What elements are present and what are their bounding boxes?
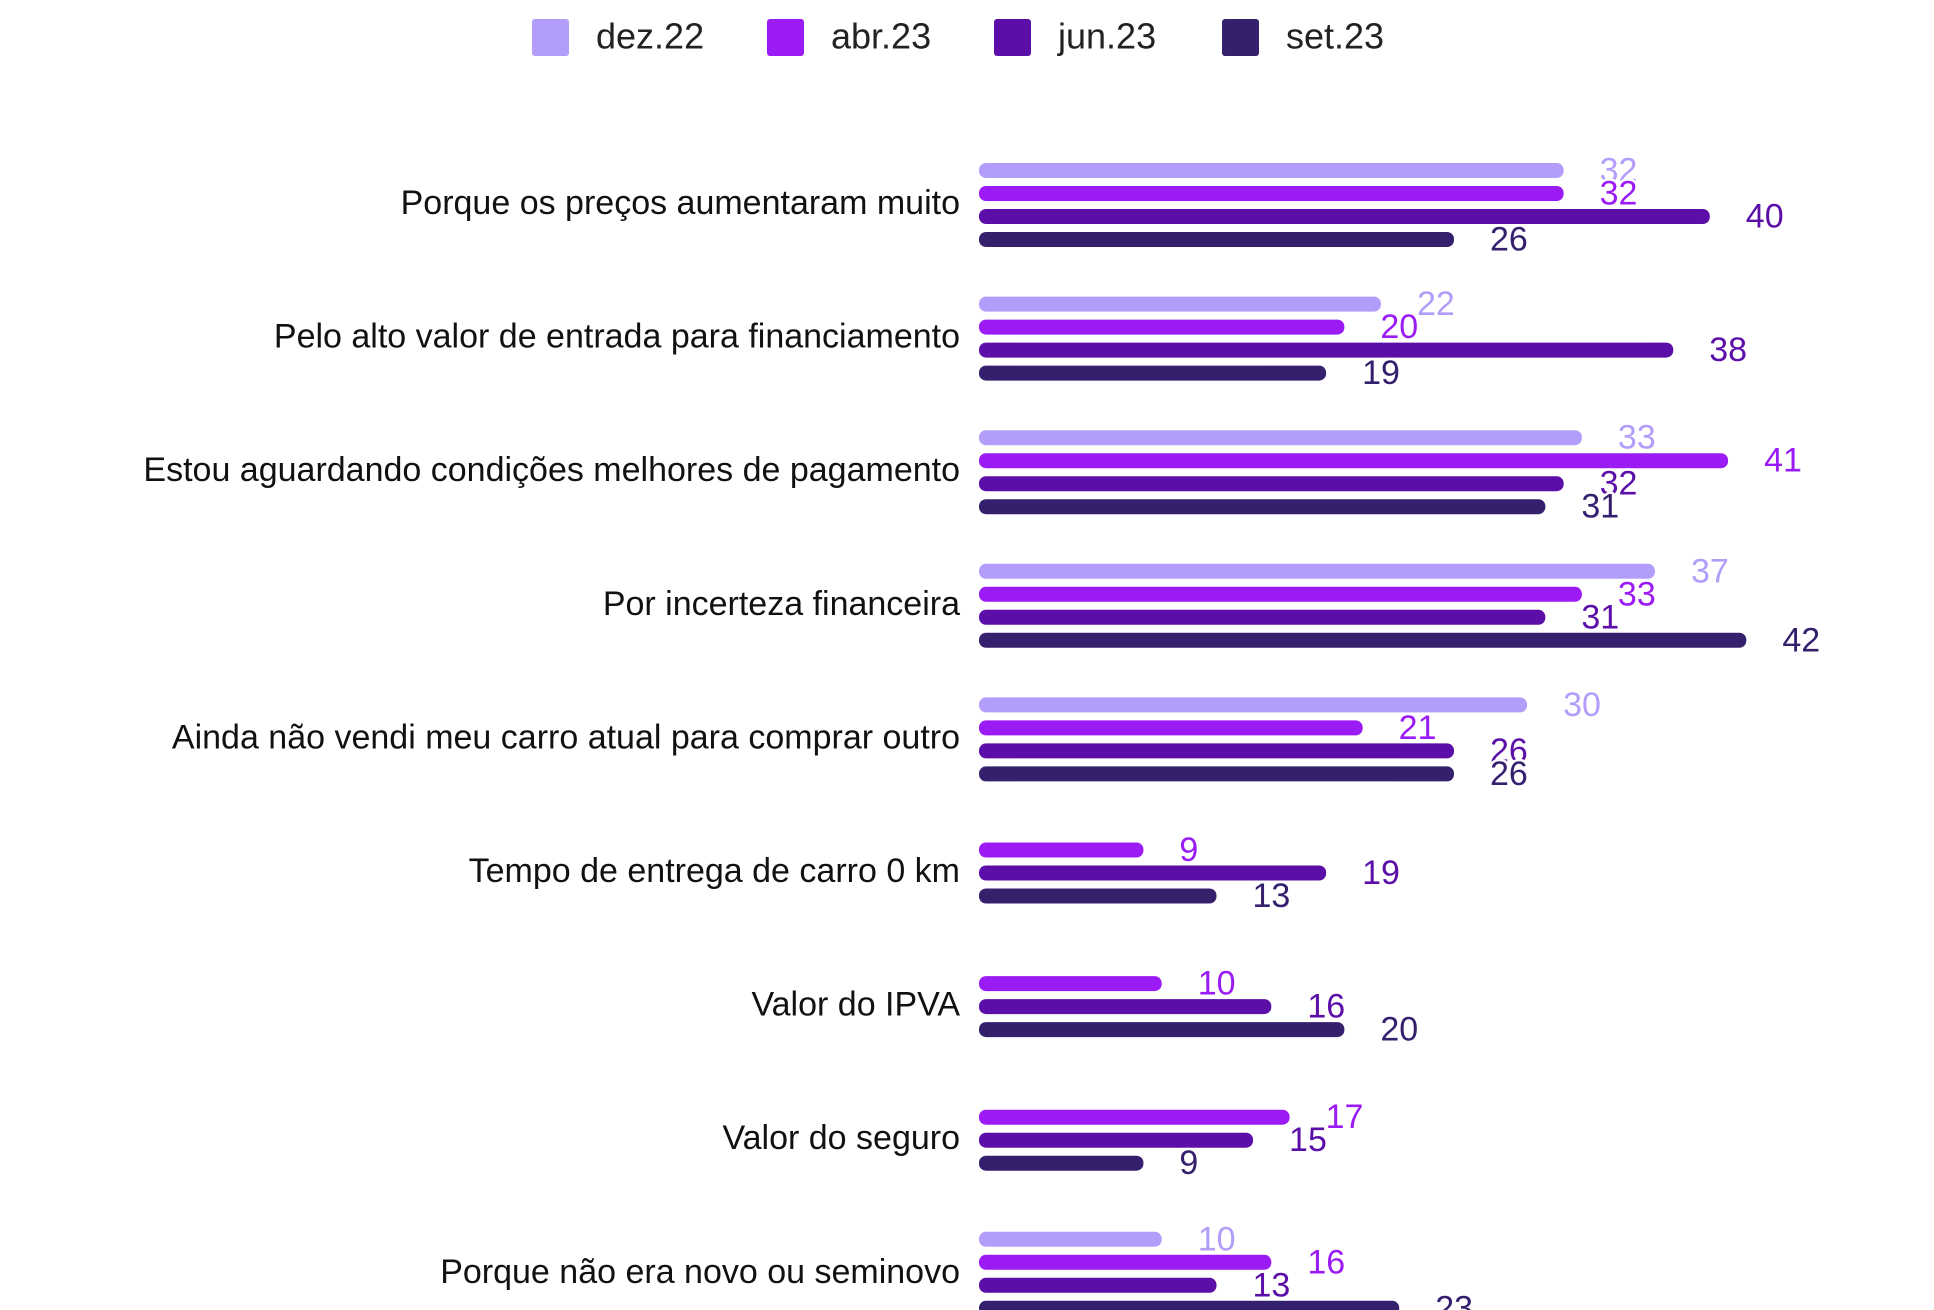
bar xyxy=(979,1277,1217,1293)
value-label: 9 xyxy=(1179,831,1198,869)
bar xyxy=(979,186,1564,201)
bar xyxy=(979,163,1564,178)
value-label: 10 xyxy=(1198,965,1236,1003)
bar xyxy=(979,365,1327,381)
bar xyxy=(979,499,1546,515)
value-label: 32 xyxy=(1600,151,1638,189)
legend-swatch xyxy=(994,19,1031,56)
legend-swatch xyxy=(767,19,804,56)
value-label: 41 xyxy=(1764,442,1802,480)
category-label: Pelo alto valor de entrada para financia… xyxy=(274,318,960,356)
category-label: Porque os preços aumentaram muito xyxy=(401,184,960,222)
value-label: 17 xyxy=(1326,1098,1364,1136)
bar xyxy=(979,632,1747,648)
bar xyxy=(979,586,1582,602)
value-label: 32 xyxy=(1600,174,1638,212)
category-label: Por incerteza financeira xyxy=(603,585,960,623)
value-label: 33 xyxy=(1618,575,1656,613)
legend-label: set.23 xyxy=(1286,16,1384,57)
value-label: 19 xyxy=(1362,854,1400,892)
category-label: Ainda não vendi meu carro atual para com… xyxy=(172,718,960,756)
bar xyxy=(979,697,1528,713)
bar xyxy=(979,476,1564,492)
value-label: 21 xyxy=(1399,709,1437,747)
bar xyxy=(979,1254,1272,1270)
category-label: Valor do seguro xyxy=(722,1119,960,1157)
category-label: Tempo de entrega de carro 0 km xyxy=(469,852,960,890)
category-label: Valor do IPVA xyxy=(751,986,960,1024)
value-label: 16 xyxy=(1307,988,1345,1026)
value-label: 32 xyxy=(1600,465,1638,503)
value-label: 13 xyxy=(1253,877,1291,915)
bar xyxy=(979,453,1729,469)
value-label: 20 xyxy=(1380,308,1418,346)
legend-label: jun.23 xyxy=(1057,16,1156,57)
bar xyxy=(979,319,1345,335)
bar xyxy=(979,976,1162,992)
value-label: 13 xyxy=(1253,1266,1291,1304)
value-label: 26 xyxy=(1490,732,1528,770)
bar xyxy=(979,1231,1162,1247)
value-label: 42 xyxy=(1782,621,1820,659)
bar xyxy=(979,1300,1400,1310)
value-label: 9 xyxy=(1179,1144,1198,1182)
value-label: 37 xyxy=(1691,552,1729,590)
bar xyxy=(979,609,1546,625)
bar xyxy=(979,296,1381,312)
value-label: 31 xyxy=(1581,488,1619,526)
category-label: Porque não era novo ou seminovo xyxy=(440,1253,960,1291)
bar xyxy=(979,209,1710,224)
bar xyxy=(979,1155,1144,1171)
value-label: 38 xyxy=(1709,331,1747,369)
value-label: 22 xyxy=(1417,285,1455,323)
legend-label: dez.22 xyxy=(596,16,704,57)
bar xyxy=(979,1022,1345,1038)
value-label: 23 xyxy=(1435,1289,1473,1310)
value-label: 19 xyxy=(1362,354,1400,392)
bar xyxy=(979,430,1582,446)
bar xyxy=(979,999,1272,1015)
value-label: 30 xyxy=(1563,686,1601,724)
bar xyxy=(979,232,1455,247)
bar xyxy=(979,342,1674,358)
category-label: Estou aguardando condições melhores de p… xyxy=(143,451,960,489)
bar xyxy=(979,865,1327,881)
value-label: 10 xyxy=(1198,1220,1236,1258)
bar xyxy=(979,743,1455,759)
value-label: 40 xyxy=(1746,197,1784,235)
bar xyxy=(979,720,1363,736)
value-label: 15 xyxy=(1289,1121,1327,1159)
bar xyxy=(979,1132,1254,1148)
legend-swatch xyxy=(532,19,569,56)
bar xyxy=(979,842,1144,858)
bar xyxy=(979,1109,1290,1125)
bar xyxy=(979,766,1455,782)
bar xyxy=(979,563,1655,579)
legend-swatch xyxy=(1222,19,1259,56)
bar xyxy=(979,888,1217,904)
value-label: 31 xyxy=(1581,598,1619,636)
value-label: 16 xyxy=(1307,1243,1345,1281)
value-label: 33 xyxy=(1618,419,1656,457)
value-label: 20 xyxy=(1380,1011,1418,1049)
legend-label: abr.23 xyxy=(831,16,931,57)
value-label: 26 xyxy=(1490,755,1528,793)
value-label: 26 xyxy=(1490,220,1528,258)
